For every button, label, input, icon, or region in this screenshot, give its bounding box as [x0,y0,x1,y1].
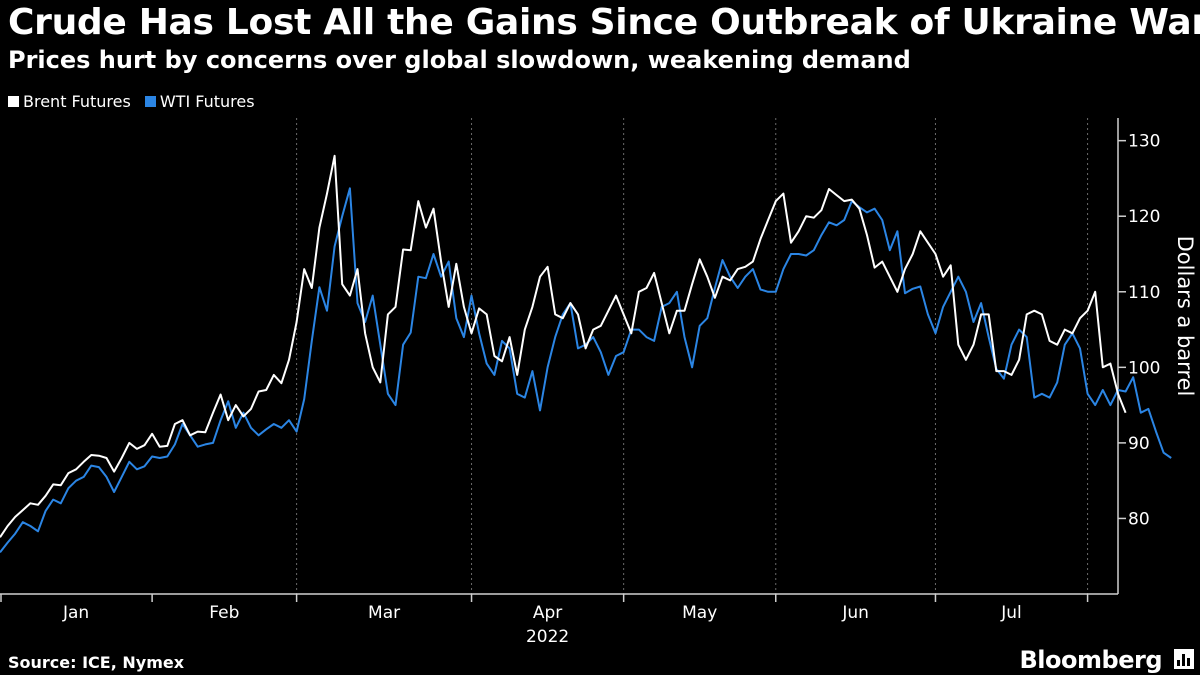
axis-labels: 80 90 100 110 120 130 Jan Feb Mar Apr May Jun Jul 202… [62,132,1197,647]
x-tick-label-jul: Jul [1000,603,1022,623]
series-line-brent-futures [0,154,1127,538]
legend-swatch-brent [8,96,19,107]
bloomberg-logo: Bloomberg [1019,646,1163,674]
y-tick-label-130: 130 [1128,132,1160,152]
x-tick-label-mar: Mar [368,603,400,623]
y-axis-title: Dollars a barrel [1173,236,1197,397]
bloomberg-chart-icon [1174,649,1194,669]
legend-swatch-wti [144,96,156,107]
x-year-label: 2022 [526,627,569,647]
chart-subtitle: Prices hurt by concerns over global slow… [8,46,911,74]
x-tick-label-apr: Apr [533,603,562,623]
x-tick-label-jun: Jun [841,603,869,623]
y-tick-label-100: 100 [1128,358,1160,378]
grid-lines [296,118,1089,594]
series-lines [0,154,1172,554]
y-tick-label-120: 120 [1128,207,1160,227]
source-note: Source: ICE, Nymex [8,653,185,672]
legend-label-brent: Brent Futures [23,92,131,111]
x-tick-label-may: May [682,603,717,623]
legend-item-wti: WTI Futures [144,92,255,111]
y-tick-label-110: 110 [1128,283,1160,303]
x-tick-label-feb: Feb [209,603,239,623]
y-tick-label-90: 90 [1128,434,1150,454]
x-tick-label-jan: Jan [62,603,89,623]
legend: Brent Futures WTI Futures [8,92,255,111]
chart-title: Crude Has Lost All the Gains Since Outbr… [8,2,1200,43]
legend-label-wti: WTI Futures [159,92,255,111]
legend-item-brent: Brent Futures [8,92,131,111]
y-tick-label-80: 80 [1128,509,1150,529]
axes [0,118,1126,602]
